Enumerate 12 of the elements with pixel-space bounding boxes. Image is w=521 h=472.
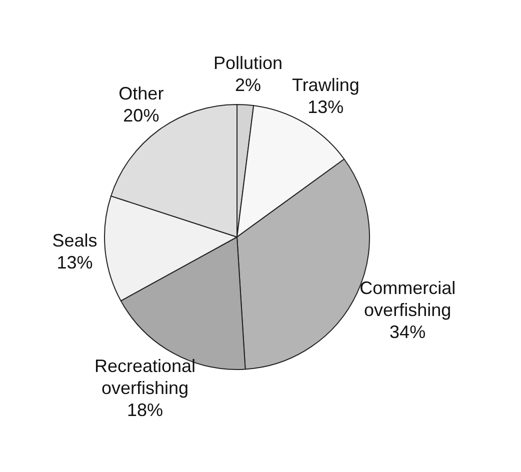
data-label: 13% [56, 252, 93, 272]
slice-label: Commercial overfishing [360, 278, 456, 320]
data-label: 2% [234, 74, 261, 95]
slice-label: Recreational overfishing [94, 356, 196, 398]
slice-label: Trawling [292, 75, 360, 96]
slice-label: Seals [52, 230, 98, 250]
data-label: 20% [123, 106, 160, 126]
data-label: 13% [308, 97, 344, 118]
slice-label: Other [118, 84, 164, 104]
slice-label: Pollution [213, 52, 283, 73]
data-label: 18% [126, 400, 163, 420]
data-label: 34% [390, 322, 426, 342]
